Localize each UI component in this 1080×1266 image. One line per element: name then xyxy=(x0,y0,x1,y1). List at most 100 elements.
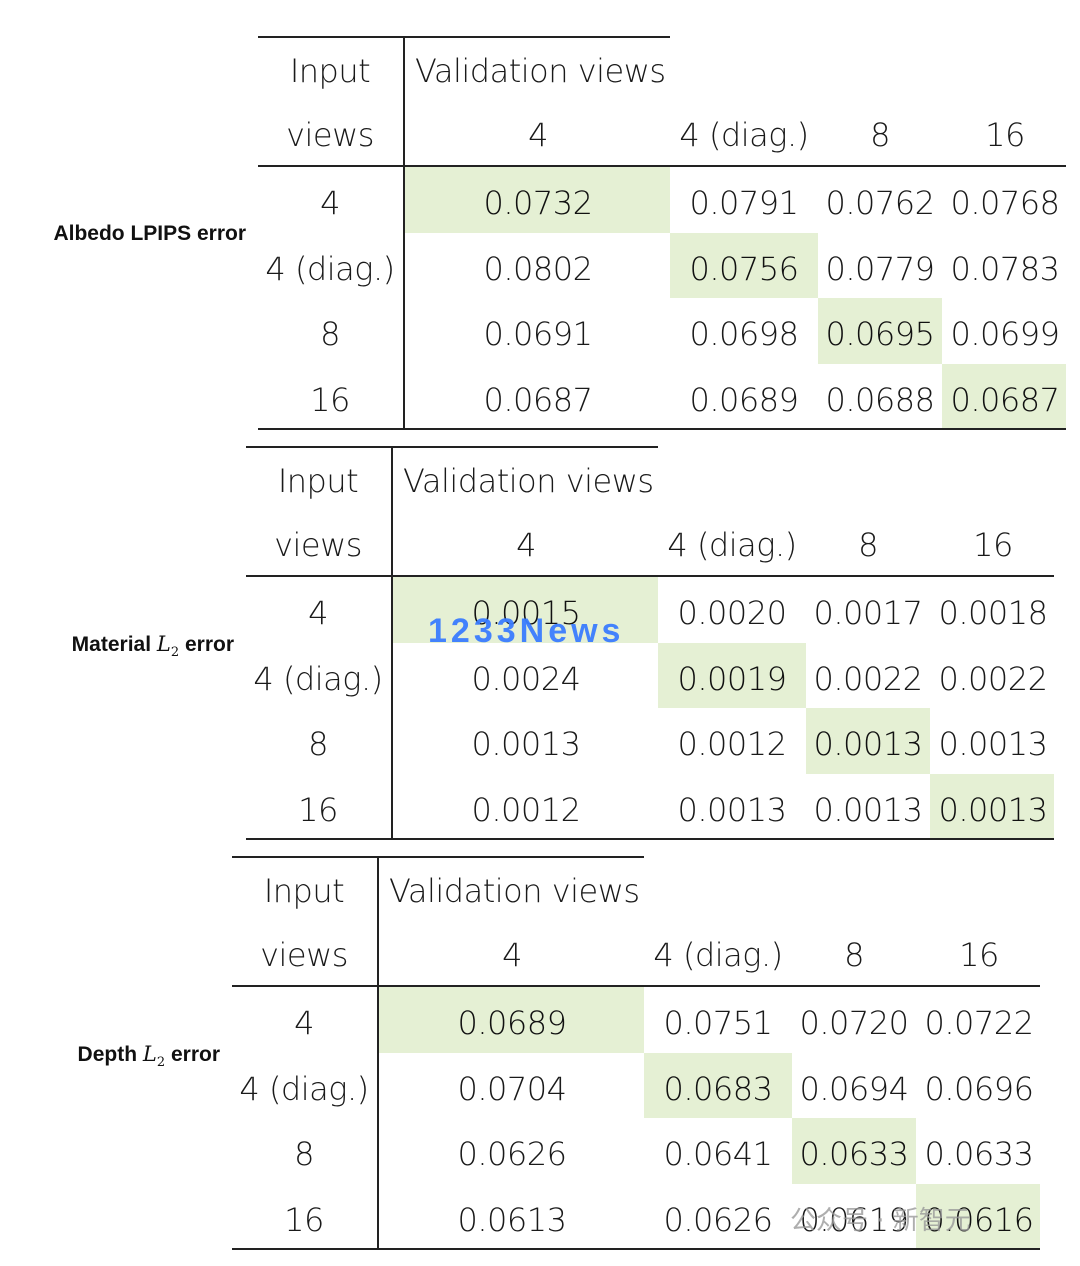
results-table-3: Depth L2 error Input views Validation views… xyxy=(0,856,1080,1266)
best-cell-highlight xyxy=(818,298,942,364)
best-value-cell: 0.0015 xyxy=(471,594,581,632)
value-cell: 0.0020 xyxy=(677,594,787,632)
value-cell: 0.0641 xyxy=(663,1135,773,1173)
best-cell-highlight xyxy=(658,642,806,708)
best-cell-highlight xyxy=(792,1118,916,1184)
value-cell: 0.0013 xyxy=(471,725,581,763)
column-header: 16 xyxy=(959,936,999,974)
column-header: 4 (diag.) xyxy=(679,116,809,154)
column-header: 16 xyxy=(985,116,1025,154)
watermark-logo: 1233News xyxy=(428,612,625,650)
results-table-1: Albedo LPIPS error Input views Validation v… xyxy=(0,36,1080,446)
column-divider xyxy=(403,36,405,429)
value-cell: 0.0626 xyxy=(663,1200,773,1239)
value-cell: 0.0619 xyxy=(799,1200,909,1239)
best-value-cell: 0.0756 xyxy=(689,249,799,288)
input-views-label: views xyxy=(274,526,362,564)
best-value-cell: 0.0013 xyxy=(813,725,923,763)
best-cell-highlight xyxy=(916,1183,1040,1249)
column-header: 4 (diag.) xyxy=(667,526,797,564)
input-views-label: views xyxy=(260,936,348,974)
input-views-label: views xyxy=(286,116,374,154)
value-cell: 0.0698 xyxy=(689,315,799,353)
value-cell: 0.0688 xyxy=(825,380,935,419)
value-cell: 0.0802 xyxy=(483,249,593,288)
value-cell: 0.0762 xyxy=(825,184,935,222)
value-cell: 0.0689 xyxy=(689,380,799,419)
row-label: 16 xyxy=(298,790,338,829)
row-label: 4 (diag.) xyxy=(253,659,383,698)
top-rule xyxy=(258,36,670,38)
best-cell-highlight xyxy=(393,577,658,643)
value-cell: 0.0791 xyxy=(689,184,799,222)
row-label: 4 (diag.) xyxy=(265,249,395,288)
best-value-cell: 0.0683 xyxy=(663,1069,773,1108)
value-cell: 0.0751 xyxy=(663,1004,773,1042)
value-cell: 0.0017 xyxy=(813,594,923,632)
value-cell: 0.0699 xyxy=(950,315,1060,353)
best-value-cell: 0.0019 xyxy=(677,659,787,698)
value-cell: 0.0626 xyxy=(457,1135,567,1173)
best-value-cell: 0.0013 xyxy=(938,790,1048,829)
column-header: 8 xyxy=(858,526,878,564)
column-header: 4 xyxy=(516,526,536,564)
column-header: 16 xyxy=(973,526,1013,564)
value-cell: 0.0691 xyxy=(483,315,593,353)
value-cell: 0.0696 xyxy=(924,1069,1034,1108)
value-cell: 0.0783 xyxy=(950,249,1060,288)
best-value-cell: 0.0687 xyxy=(950,380,1060,419)
input-views-label: Input xyxy=(289,52,371,90)
best-cell-highlight xyxy=(644,1052,792,1118)
best-value-cell: 0.0695 xyxy=(825,315,935,353)
best-value-cell: 0.0689 xyxy=(457,1004,567,1042)
bottom-rule xyxy=(258,428,1066,430)
value-cell: 0.0694 xyxy=(799,1069,909,1108)
results-table-2: Material L2 error Input views Validation vi… xyxy=(0,446,1080,856)
best-value-cell: 0.0633 xyxy=(799,1135,909,1173)
header-rule xyxy=(258,165,1066,167)
best-cell-highlight xyxy=(806,708,930,774)
best-cell-highlight xyxy=(930,773,1054,839)
best-value-cell: 0.0616 xyxy=(924,1200,1034,1239)
metric-label: Albedo LPIPS error xyxy=(53,222,246,245)
row-label: 4 (diag.) xyxy=(239,1069,369,1108)
value-cell: 0.0013 xyxy=(813,790,923,829)
column-header: 8 xyxy=(844,936,864,974)
value-cell: 0.0024 xyxy=(471,659,581,698)
value-cell: 0.0722 xyxy=(924,1004,1034,1042)
value-cell: 0.0012 xyxy=(471,790,581,829)
value-cell: 0.0687 xyxy=(483,380,593,419)
column-header: 4 xyxy=(502,936,522,974)
value-cell: 0.0768 xyxy=(950,184,1060,222)
row-label: 8 xyxy=(320,315,340,353)
value-cell: 0.0704 xyxy=(457,1069,567,1108)
row-label: 4 xyxy=(320,184,340,222)
column-divider xyxy=(391,446,393,839)
column-header: 4 (diag.) xyxy=(653,936,783,974)
validation-views-label: Validation views xyxy=(389,872,640,910)
header-rule xyxy=(232,985,1040,987)
validation-views-label: Validation views xyxy=(415,52,666,90)
row-label: 8 xyxy=(308,725,328,763)
metric-label: Depth L2 error xyxy=(77,1042,220,1071)
value-cell: 0.0720 xyxy=(799,1004,909,1042)
value-cell: 0.0013 xyxy=(677,790,787,829)
top-rule xyxy=(246,446,658,448)
value-cell: 0.0779 xyxy=(825,249,935,288)
value-cell: 0.0013 xyxy=(938,725,1048,763)
bottom-rule xyxy=(232,1248,1040,1250)
header-rule xyxy=(246,575,1054,577)
value-cell: 0.0012 xyxy=(677,725,787,763)
validation-views-label: Validation views xyxy=(403,462,654,500)
best-cell-highlight xyxy=(670,232,818,298)
row-label: 4 xyxy=(308,594,328,632)
best-value-cell: 0.0732 xyxy=(483,184,593,222)
value-cell: 0.0613 xyxy=(457,1200,567,1239)
top-rule xyxy=(232,856,644,858)
value-cell: 0.0018 xyxy=(938,594,1048,632)
row-label: 8 xyxy=(294,1135,314,1173)
input-views-label: Input xyxy=(277,462,359,500)
row-label: 16 xyxy=(310,380,350,419)
value-cell: 0.0022 xyxy=(813,659,923,698)
row-label: 16 xyxy=(284,1200,324,1239)
